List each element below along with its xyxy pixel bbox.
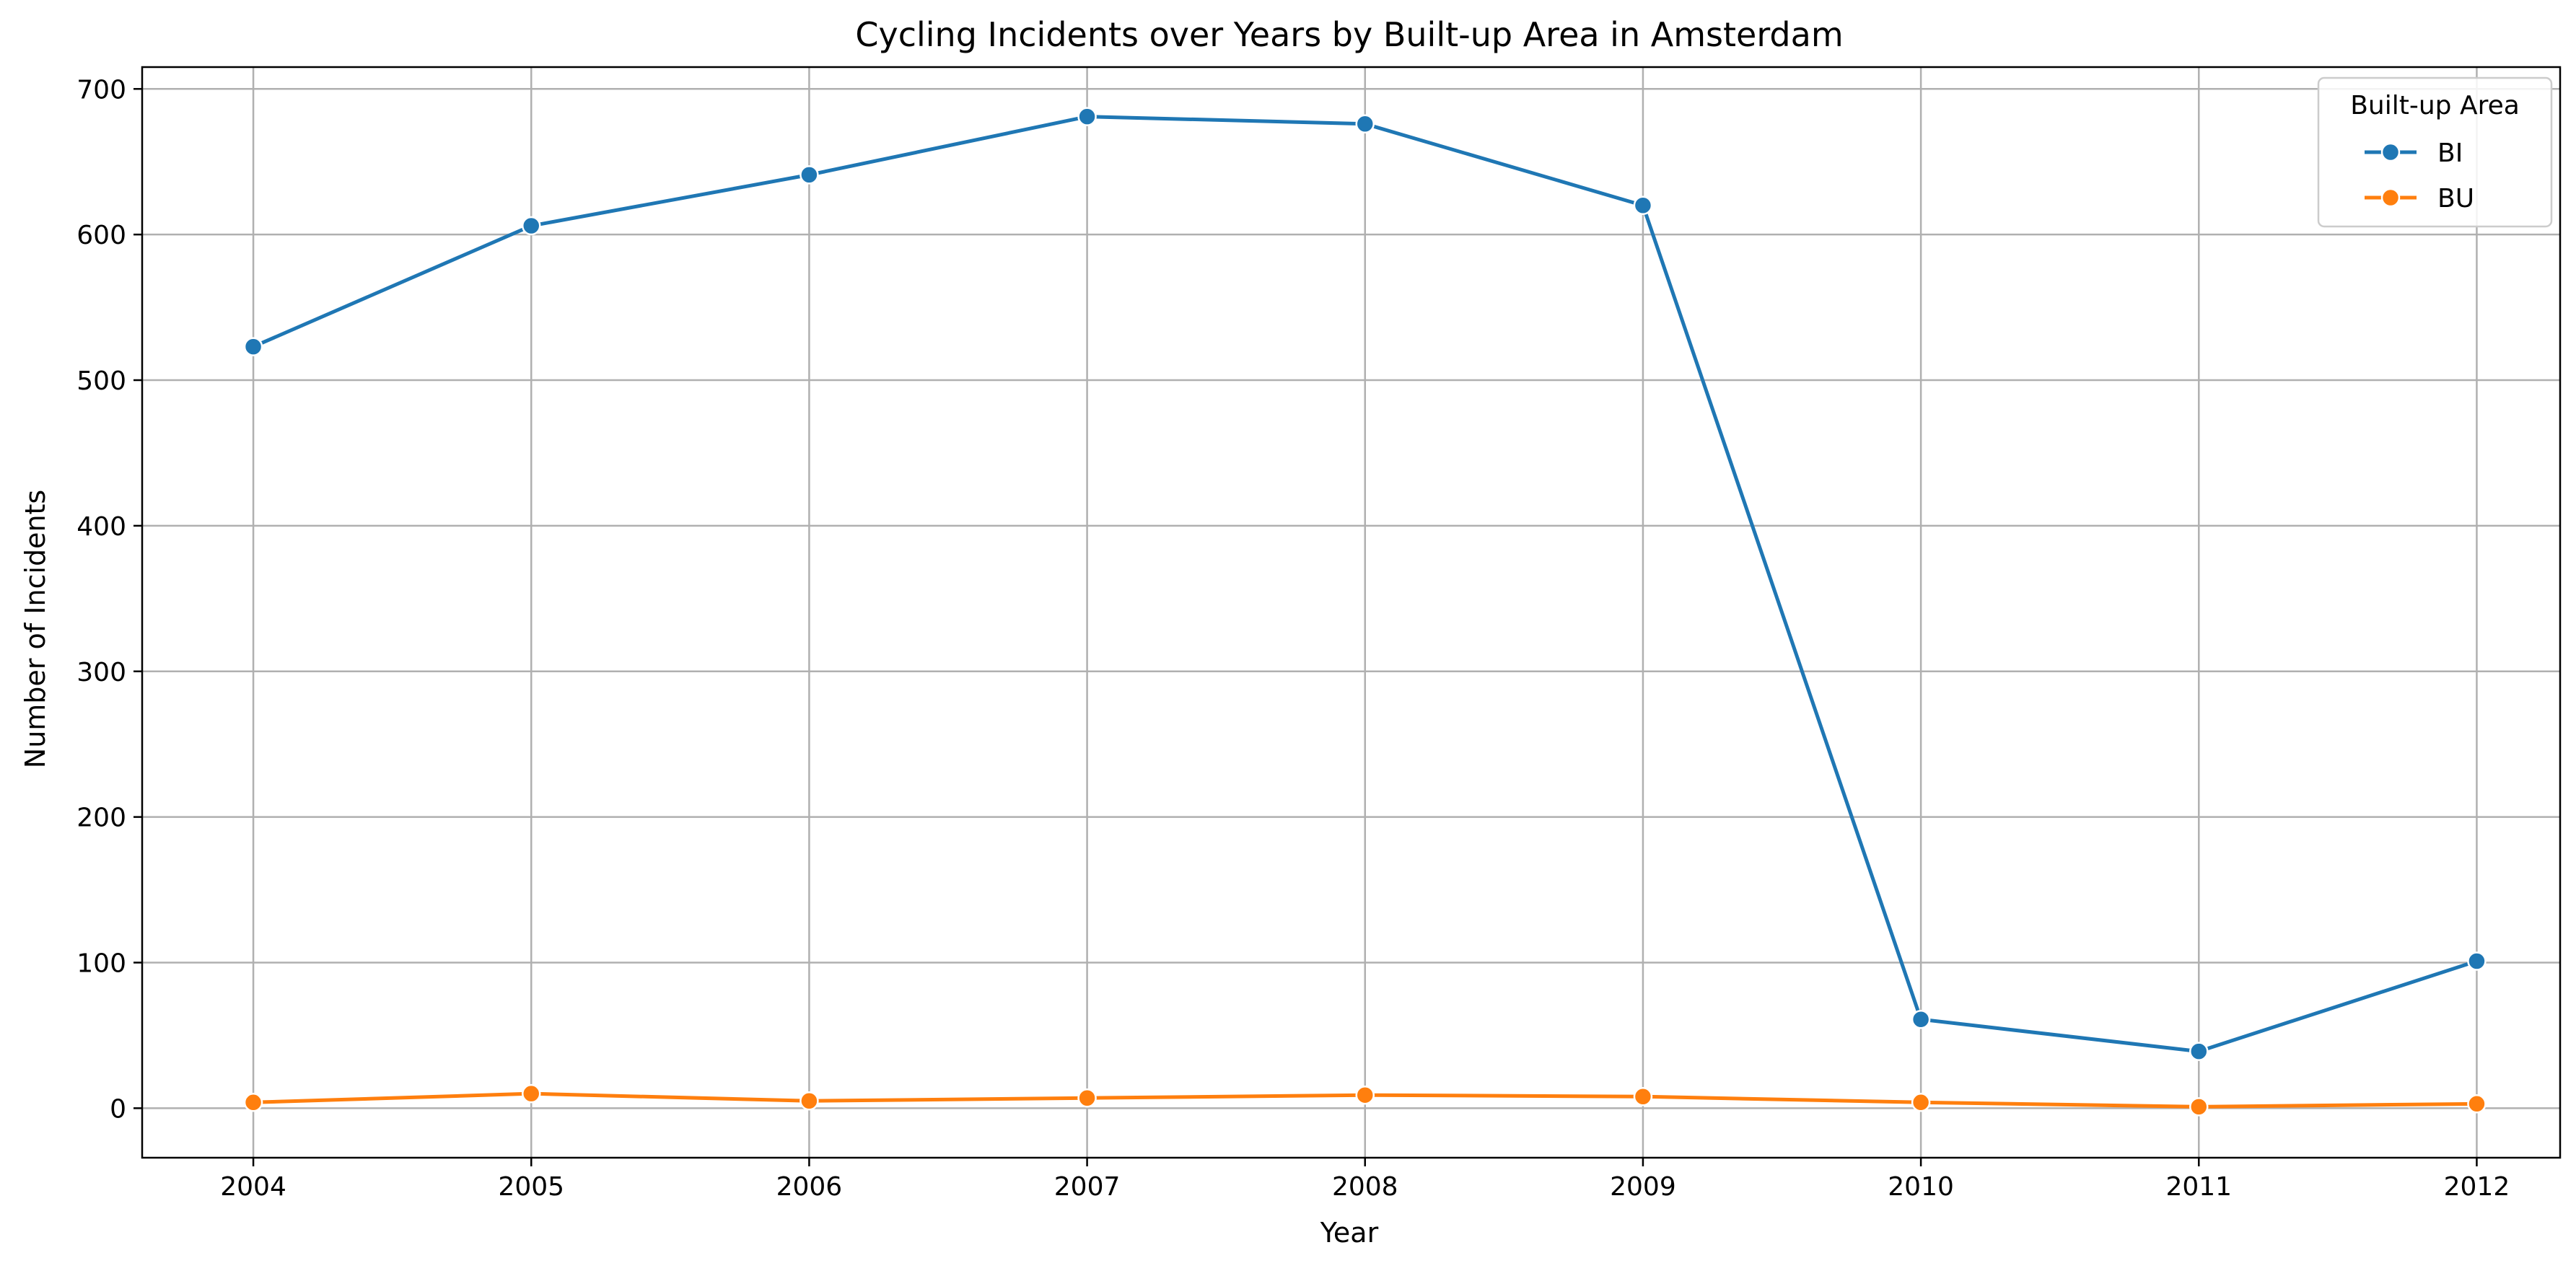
legend-label: BU	[2437, 184, 2474, 214]
x-axis-title: Year	[1320, 1217, 1379, 1249]
legend-item-bu: BU	[2365, 184, 2474, 214]
data-point-bi	[1633, 195, 1653, 216]
x-tick-label: 2007	[1054, 1172, 1121, 1202]
chart-title: Cycling Incidents over Years by Built-up…	[855, 15, 1843, 54]
y-tick-label: 0	[110, 1094, 126, 1124]
legend-item-bi: BI	[2365, 138, 2463, 168]
data-point-bu	[1633, 1086, 1653, 1106]
data-point-bu	[1077, 1088, 1097, 1108]
y-tick-label: 600	[76, 221, 126, 250]
data-point-bi	[2467, 951, 2487, 971]
data-point-bu	[243, 1093, 263, 1112]
x-axis-ticks: 2004 2005 2006 2007 2008 2009 2010 2011 2012	[220, 1158, 2510, 1202]
plot-frame	[141, 66, 2562, 1159]
y-tick-label: 200	[76, 804, 126, 833]
data-point-bi	[1077, 107, 1097, 126]
x-tick-label: 2008	[1332, 1172, 1398, 1202]
series-layer	[243, 107, 2487, 1117]
y-axis-title: Number of Incidents	[19, 490, 51, 768]
legend-label: BI	[2437, 138, 2463, 168]
data-point-bi	[1911, 1009, 1931, 1029]
x-tick-label: 2006	[776, 1172, 843, 1202]
data-point-bi	[243, 337, 263, 356]
data-point-bu	[1911, 1093, 1931, 1112]
x-tick-label: 2004	[220, 1172, 286, 1202]
legend-title: Built-up Area	[2350, 91, 2520, 120]
data-point-bi	[2189, 1042, 2209, 1061]
series-bu	[243, 1083, 2487, 1117]
x-tick-label: 2005	[498, 1172, 564, 1202]
y-tick-label: 400	[76, 512, 126, 542]
legend: Built-up Area BI BU	[2317, 76, 2553, 228]
data-point-bi	[1355, 114, 1375, 133]
series-bi	[243, 107, 2487, 1061]
y-tick-label: 500	[76, 366, 126, 396]
x-tick-label: 2012	[2444, 1172, 2510, 1202]
data-point-bu	[521, 1083, 541, 1104]
legend-marker-swatch	[2380, 188, 2401, 208]
data-point-bi	[521, 216, 541, 236]
y-axis-ticks: 0 100 200 300 400 500 600 700	[76, 75, 142, 1124]
y-tick-label: 300	[76, 658, 126, 687]
data-point-bu	[2467, 1094, 2487, 1114]
x-tick-label: 2011	[2165, 1172, 2232, 1202]
data-point-bi	[799, 165, 819, 185]
data-point-bu	[2189, 1097, 2209, 1117]
x-tick-label: 2010	[1888, 1172, 1954, 1202]
data-point-bu	[799, 1091, 819, 1111]
x-tick-label: 2009	[1610, 1172, 1676, 1202]
legend-box	[2317, 76, 2553, 228]
y-tick-label: 100	[76, 949, 126, 978]
legend-marker-swatch	[2380, 142, 2401, 162]
data-point-bu	[1355, 1085, 1375, 1105]
grid-lines	[142, 67, 2560, 1158]
y-tick-label: 700	[76, 75, 126, 105]
